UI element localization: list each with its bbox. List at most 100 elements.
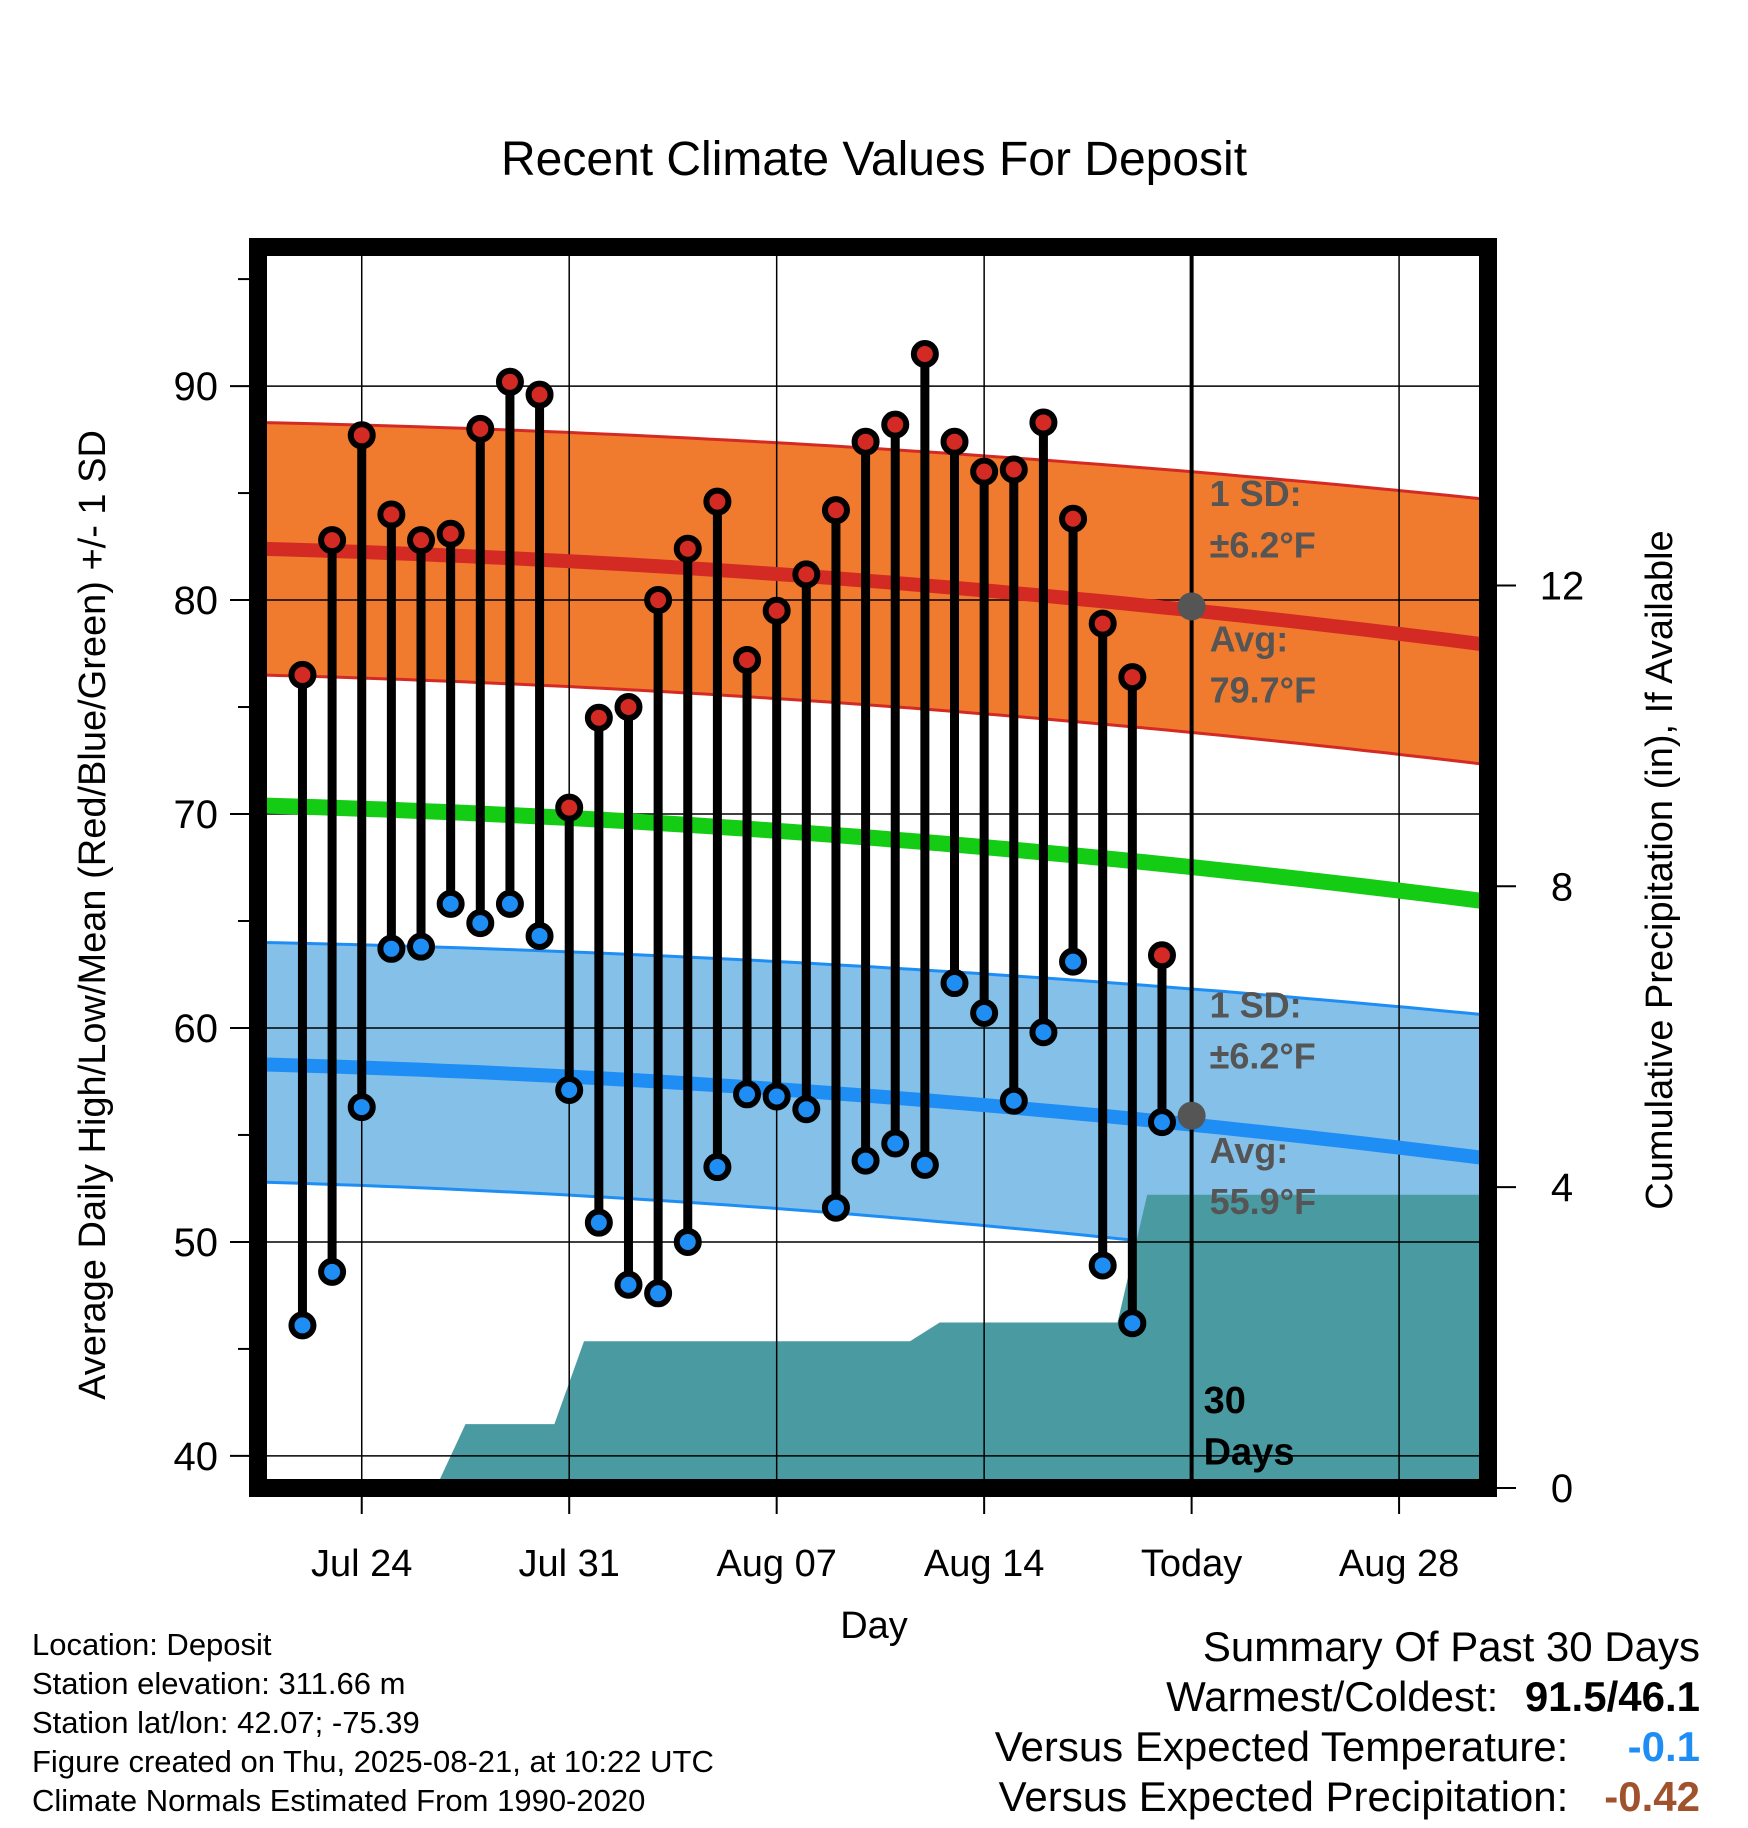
today-avg-low-dot (1177, 1101, 1206, 1130)
day-observation (555, 793, 584, 1105)
low-point (940, 969, 969, 998)
low-point (1029, 1018, 1058, 1047)
high-sd-value: ±6.2°F (1210, 524, 1316, 565)
y-axis-right: 0 4 8 12 (1496, 564, 1584, 1511)
high-sd-band (258, 422, 1488, 765)
y-axis-label: Average Daily High/Low/Mean (Red/Blue/Gr… (72, 430, 114, 1400)
chart-title: Recent Climate Values For Deposit (501, 133, 1247, 186)
high-point (999, 455, 1028, 484)
summary-warm-cold-row: Warmest/Coldest: 91.5/46.1 (995, 1672, 1700, 1722)
warm-cold-value: 91.5/46.1 (1524, 1673, 1700, 1720)
low-point (347, 1093, 376, 1122)
low-point (703, 1153, 732, 1182)
x-tick-label: Aug 14 (924, 1543, 1044, 1585)
day-observation (644, 586, 673, 1308)
warm-cold-label: Warmest/Coldest: (1166, 1673, 1499, 1720)
high-point (466, 414, 495, 443)
high-point (673, 534, 702, 563)
high-point (495, 367, 524, 396)
high-point (821, 496, 850, 525)
low-point (495, 889, 524, 918)
station-location: Location: Deposit (32, 1627, 272, 1662)
day-observation (940, 427, 969, 998)
day-observation (1029, 408, 1058, 1047)
day-observation (407, 526, 436, 961)
high-point (318, 526, 347, 555)
low-point (673, 1227, 702, 1256)
y-axis-left: 40 50 60 70 80 90 (174, 278, 250, 1479)
low-point (407, 932, 436, 961)
period-number-label: 30 (1204, 1380, 1246, 1422)
low-point (584, 1208, 613, 1237)
low-point (318, 1257, 347, 1286)
day-observation (584, 703, 613, 1237)
y-tick-label: 40 (174, 1435, 219, 1479)
summary-heading: Summary Of Past 30 Days (1202, 1623, 1700, 1670)
low-point (525, 921, 554, 950)
high-point (555, 793, 584, 822)
high-point (525, 380, 554, 409)
x-tick-label: Today (1141, 1543, 1242, 1585)
station-latlon: Station lat/lon: 42.07; -75.39 (32, 1705, 420, 1740)
low-point (1088, 1251, 1117, 1280)
day-observation (703, 487, 732, 1182)
y2-axis-label: Cumulative Precipitation (in), If Availa… (1639, 530, 1681, 1209)
day-observation (673, 534, 702, 1256)
low-point (792, 1095, 821, 1124)
y2-tick-label: 4 (1551, 1166, 1573, 1210)
day-observation (733, 645, 762, 1109)
day-observation (970, 457, 999, 1027)
day-observation (495, 367, 524, 918)
day-observation (1059, 504, 1088, 976)
precip-area (317, 1194, 1488, 1488)
high-point (910, 339, 939, 368)
day-observation (377, 500, 406, 963)
day-observation (1147, 941, 1176, 1137)
low-point (466, 909, 495, 938)
high-point (1147, 941, 1176, 970)
high-sd-label: 1 SD: (1210, 473, 1302, 514)
high-point (792, 560, 821, 589)
low-point (970, 998, 999, 1027)
summary-precip-row: Versus Expected Precipitation: -0.42 (995, 1772, 1700, 1822)
normal-low-line (257, 1057, 1489, 1166)
high-avg-label: Avg: (1210, 618, 1289, 659)
high-band-lower-edge (257, 673, 1489, 767)
x-tick-label: Aug 28 (1339, 1543, 1459, 1585)
precip-anomaly-label: Versus Expected Precipitation: (998, 1773, 1569, 1820)
x-tick-label: Aug 07 (716, 1543, 836, 1585)
low-point (436, 889, 465, 918)
high-point (940, 427, 969, 456)
day-observation (881, 410, 910, 1158)
low-sd-value: ±6.2°F (1210, 1036, 1316, 1077)
low-point (1147, 1108, 1176, 1137)
high-point (881, 410, 910, 439)
normal-mean-line (257, 797, 1490, 910)
high-point (1088, 609, 1117, 638)
station-info: Location: Deposit Station elevation: 311… (32, 1625, 714, 1820)
summary-temp-row: Versus Expected Temperature: -0.1 (995, 1722, 1700, 1772)
high-avg-value: 79.7°F (1210, 670, 1316, 711)
low-point (881, 1129, 910, 1158)
day-observation (762, 596, 791, 1111)
plot-frame (249, 238, 1497, 1497)
high-point (703, 487, 732, 516)
low-point (614, 1270, 643, 1299)
low-point (821, 1193, 850, 1222)
high-point (644, 586, 673, 615)
y2-tick-label: 12 (1540, 564, 1585, 608)
x-axis: Jul 24 Jul 31 Aug 07 Aug 14 Today Aug 28 (311, 1496, 1459, 1585)
day-observation (1118, 663, 1147, 1338)
x-axis-label: Day (840, 1605, 908, 1647)
low-band-upper-edge (257, 940, 1489, 1017)
y-tick-label: 50 (174, 1221, 219, 1265)
low-point (377, 934, 406, 963)
temp-anomaly-label: Versus Expected Temperature: (994, 1723, 1569, 1770)
high-point (377, 500, 406, 529)
high-point (614, 693, 643, 722)
day-observation (288, 660, 317, 1340)
low-avg-label: Avg: (1210, 1130, 1289, 1171)
low-point (999, 1086, 1028, 1115)
x-tick-label: Jul 24 (311, 1543, 412, 1585)
